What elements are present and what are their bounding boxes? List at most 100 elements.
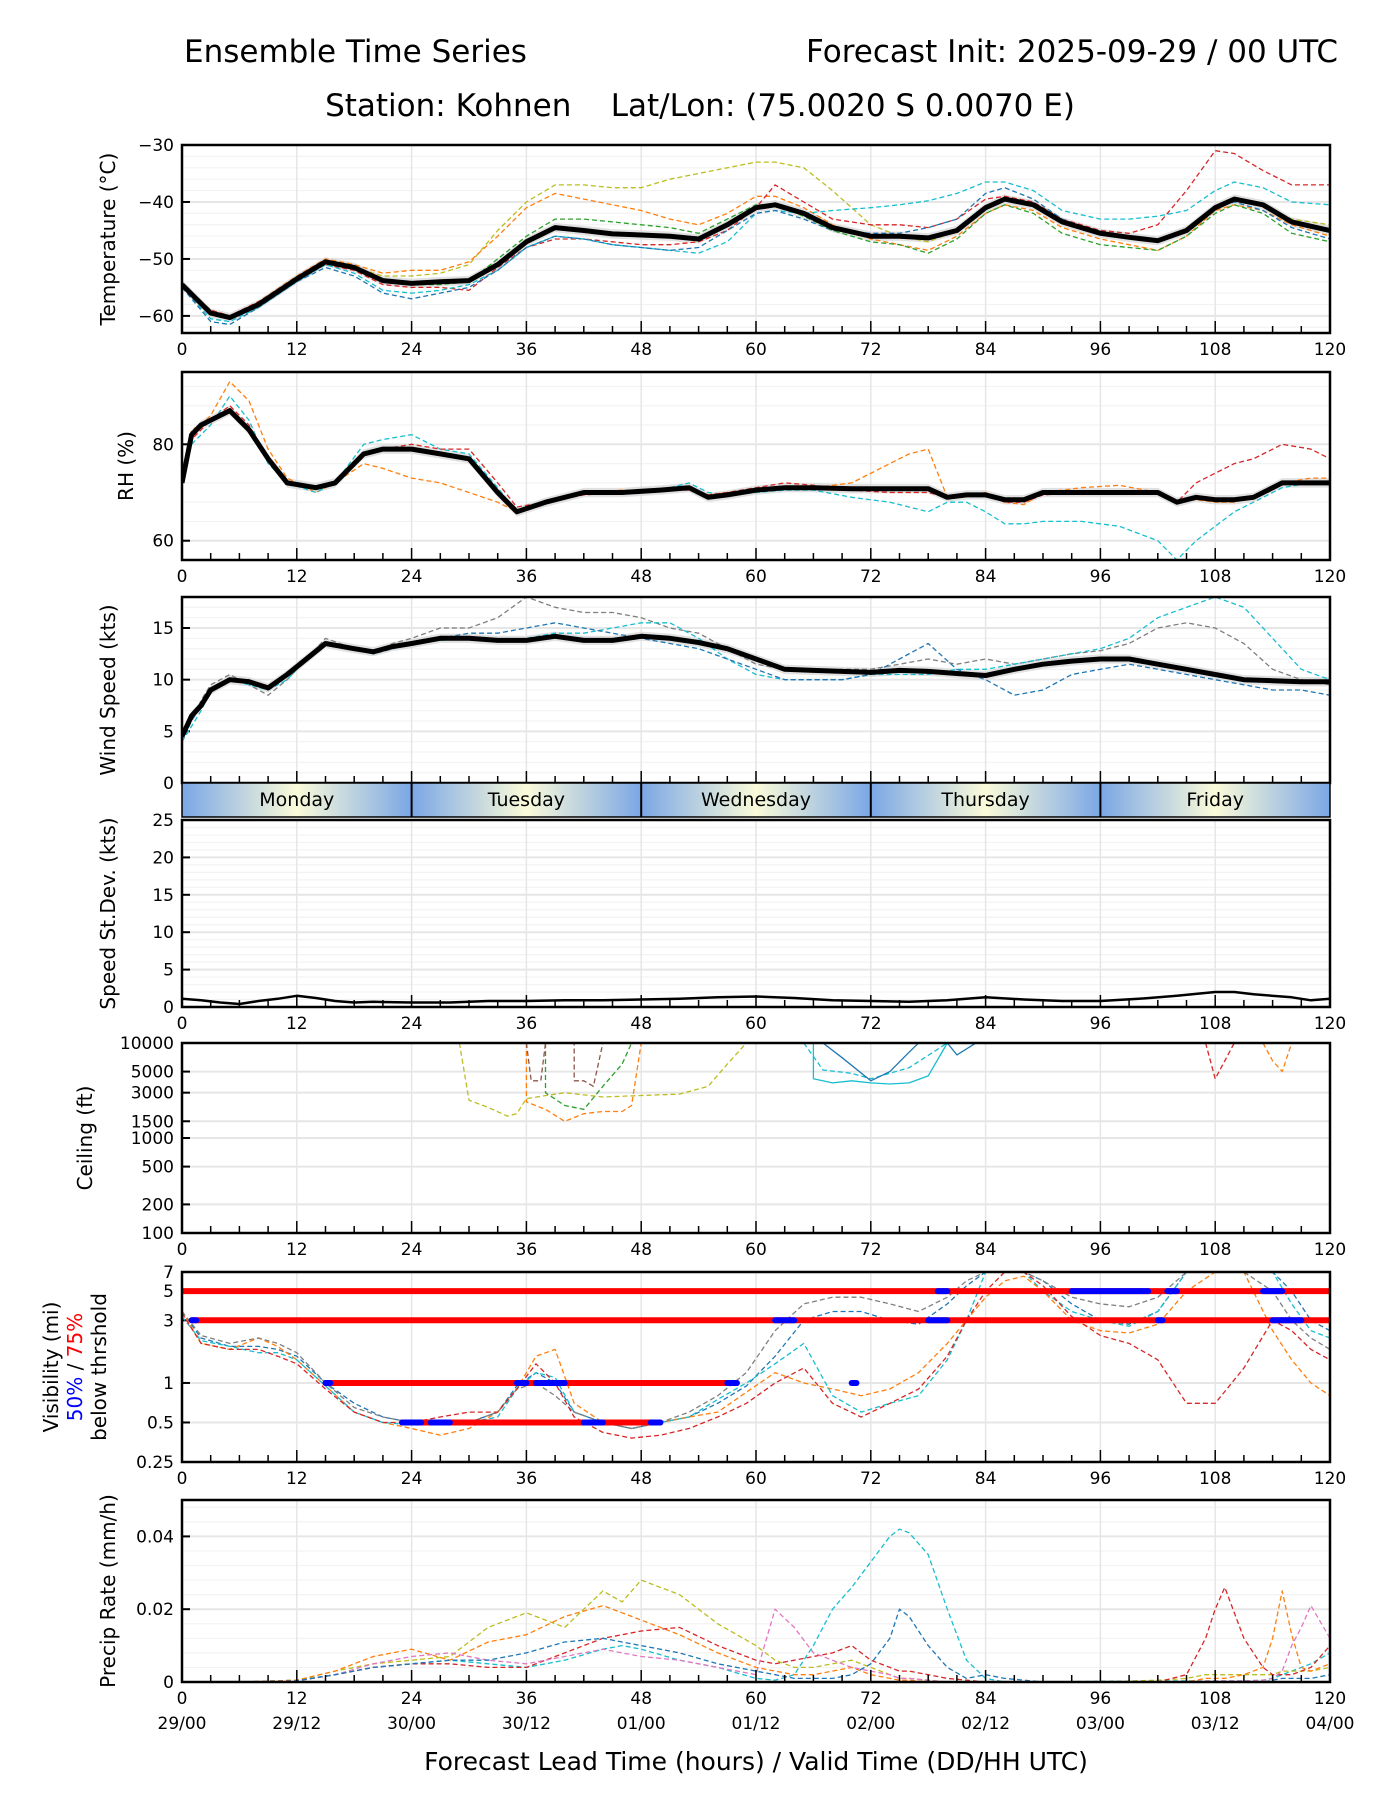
x-tick-label: 0 [177, 340, 188, 360]
y-tick-label: 1 [163, 1374, 174, 1394]
x-tick-label: 24 [401, 1689, 423, 1709]
x-tick-label: 96 [1090, 340, 1112, 360]
spread-band [182, 405, 1330, 517]
y-tick-label: −50 [138, 250, 174, 270]
series-line-member-red [182, 1586, 1330, 1682]
percent-part: 50% [63, 1377, 87, 1421]
grid-wind [181, 596, 1331, 784]
x-tick-label: 72 [860, 1469, 882, 1489]
x-tick-label: 120 [1314, 1240, 1346, 1260]
series-line-member-cyan-dash [803, 1043, 948, 1080]
valid-time-label: 04/00 [1306, 1714, 1355, 1734]
y-tick-label: 0.02 [136, 1600, 174, 1620]
x-tick-label: 96 [1090, 1469, 1112, 1489]
series-line-member-red [182, 1272, 1330, 1439]
x-tick-label: 84 [975, 1689, 997, 1709]
y-axis-label-percent: 50% / 75% [63, 1313, 87, 1421]
series-line-member-cyan [812, 1043, 948, 1085]
y-tick-label: 15 [152, 619, 174, 639]
x-tick-label: 60 [745, 1240, 767, 1260]
station-info: Station: Kohnen Lat/Lon: (75.0020 S 0.00… [325, 88, 1075, 124]
x-tick-label: 84 [975, 1240, 997, 1260]
day-banner: Monday Tuesday Wednesday Thursday Friday [181, 782, 1331, 818]
x-tick-label: 24 [401, 1469, 423, 1489]
y-tick-label: 25 [152, 811, 174, 831]
y-tick-label: 0.5 [147, 1413, 174, 1433]
x-tick-label: 108 [1199, 1469, 1231, 1489]
x-tick-label: 96 [1090, 1014, 1112, 1034]
x-tick-label: 48 [630, 1689, 652, 1709]
x-tick-label: 108 [1199, 567, 1231, 587]
x-tick-label: 36 [516, 1469, 538, 1489]
y-tick-label: −40 [138, 193, 174, 213]
valid-time-label: 02/00 [846, 1714, 895, 1734]
x-tick-label: 36 [516, 1240, 538, 1260]
x-tick-label: 120 [1314, 567, 1346, 587]
y-axis-label: Ceiling (ft) [73, 1086, 97, 1191]
x-tick-label: 0 [177, 1240, 188, 1260]
x-tick-label: 36 [516, 1014, 538, 1034]
panel-speed-stdev: 0 5 10 15 20 25 0 12 24 36 48 60 72 84 96 108 120 Speed S… [96, 811, 1346, 1034]
x-tick-label: 12 [286, 567, 308, 587]
series-rh [182, 380, 1330, 560]
percent-part: / [63, 1357, 87, 1376]
x-tick-label: 60 [745, 1689, 767, 1709]
y-tick-label: 1000 [131, 1129, 174, 1149]
valid-time-label: 01/00 [617, 1714, 666, 1734]
x-tick-label: 24 [401, 1240, 423, 1260]
valid-time-label: 29/12 [272, 1714, 321, 1734]
y-tick-label: 200 [142, 1195, 174, 1215]
x-tick-label: 60 [745, 567, 767, 587]
y-axis-label: Wind Speed (kts) [96, 604, 120, 775]
x-tick-label: 48 [630, 1240, 652, 1260]
series-line-member-orange-2 [1262, 1043, 1293, 1073]
x-tick-label: 48 [630, 1014, 652, 1034]
x-tick-label: 108 [1199, 1689, 1231, 1709]
panel-rh: 60 80 0 12 24 36 48 60 72 84 96 108 120 RH (%) [114, 370, 1346, 587]
y-tick-label: 60 [152, 532, 174, 552]
grid-speed-stdev [181, 819, 1331, 1008]
y-tick-label: 0 [163, 1673, 174, 1693]
valid-time-label: 03/00 [1076, 1714, 1125, 1734]
panel-precip: 0 0.02 0.04 0 12 24 36 48 60 72 84 96 108 120 Precip R… [96, 1494, 1346, 1709]
y-tick-label: 7 [163, 1263, 174, 1283]
day-label-tuesday: Tuesday [487, 789, 565, 811]
x-tick-label: 96 [1090, 1689, 1112, 1709]
x-tick-label: 60 [745, 1469, 767, 1489]
y-axis-label: RH (%) [114, 431, 138, 501]
x-tick-label: 84 [975, 567, 997, 587]
y-tick-label: 100 [142, 1224, 174, 1244]
series-line-member-cyan [182, 181, 1330, 323]
x-tick-label: 36 [516, 567, 538, 587]
series-line-member-red [1204, 1043, 1235, 1080]
series-line-member-blue [182, 622, 1330, 732]
series-line-member-gray [182, 597, 1330, 742]
y-axis-label: Precip Rate (mm/h) [96, 1494, 120, 1688]
x-tick-label: 96 [1090, 567, 1112, 587]
x-tick-label: 12 [286, 340, 308, 360]
y-tick-label: 500 [142, 1158, 174, 1178]
y-tick-label: 0 [163, 998, 174, 1018]
series-line-ensemble-mean [182, 408, 1330, 515]
series-line-ensemble-mean [182, 196, 1330, 321]
x-tick-label: 48 [630, 340, 652, 360]
day-band [182, 783, 412, 817]
x-axis-label: Forecast Lead Time (hours) / Valid Time … [424, 1747, 1088, 1776]
grid-precip [181, 1500, 1331, 1683]
series-speed-stdev [182, 990, 1330, 1006]
x-tick-label: 72 [860, 1240, 882, 1260]
day-band [1100, 783, 1330, 817]
x-tick-label: 84 [975, 1014, 997, 1034]
x-tick-label: 0 [177, 1469, 188, 1489]
day-banner-frame [181, 782, 1331, 818]
x-tick-label: 12 [286, 1014, 308, 1034]
x-tick-label: 108 [1199, 1014, 1231, 1034]
forecast-init: Forecast Init: 2025-09-29 / 00 UTC [806, 34, 1338, 70]
valid-time-label: 03/12 [1191, 1714, 1240, 1734]
day-band [411, 783, 642, 817]
series-line-member-green [544, 1043, 633, 1111]
x-tick-label: 36 [516, 1689, 538, 1709]
series-line-ensemble-mean [182, 633, 1330, 738]
x-tick-label: 60 [745, 340, 767, 360]
